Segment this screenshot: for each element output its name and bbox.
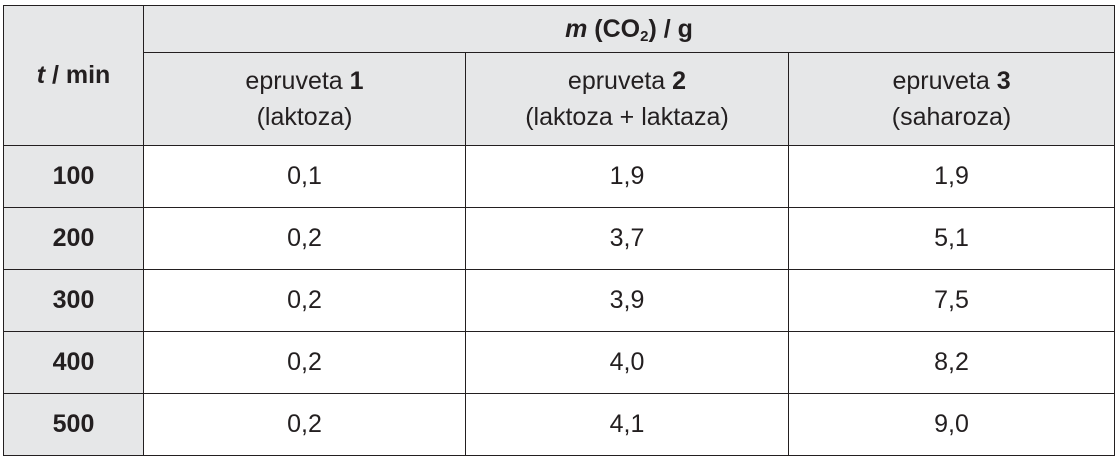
cell: 4,1 xyxy=(465,393,789,456)
row: 200 0,2 3,7 5,1 xyxy=(3,207,1116,270)
cell: 0,2 xyxy=(143,393,466,456)
var: m xyxy=(565,14,588,43)
number: 2 xyxy=(672,67,687,95)
cell: 0,2 xyxy=(143,207,466,270)
row-label: 400 xyxy=(3,331,144,394)
cell: 0,1 xyxy=(143,145,466,208)
cell: 3,7 xyxy=(465,207,789,270)
word: epruveta xyxy=(245,67,343,95)
cell: 9,0 xyxy=(787,393,1116,456)
header-line: epruveta 2 xyxy=(466,63,788,99)
data-table: t / min m (CO2) / g epruveta 1 (laktoza) e… xyxy=(3,5,1116,456)
row-label: 500 xyxy=(3,393,144,456)
note: (laktoza) xyxy=(256,103,353,131)
number: 1 xyxy=(349,67,364,95)
cell: 7,5 xyxy=(787,269,1116,332)
note: (laktoza + laktaza) xyxy=(525,103,729,131)
cell: 5,1 xyxy=(787,207,1116,270)
text: ) / g xyxy=(648,14,693,43)
header-line: epruveta 1 xyxy=(144,63,465,99)
number: 3 xyxy=(996,67,1011,95)
cell: 1,9 xyxy=(465,145,789,208)
row: 100 0,1 1,9 1,9 xyxy=(3,145,1116,208)
cell: 8,2 xyxy=(787,331,1116,394)
word: epruveta xyxy=(567,67,666,95)
note: (saharoza) xyxy=(891,103,1012,131)
word: epruveta xyxy=(892,67,990,95)
row: 500 0,2 4,1 9,0 xyxy=(3,393,1116,456)
cell: 0,2 xyxy=(143,269,466,332)
text: (CO xyxy=(594,14,641,43)
subscript: 2 xyxy=(640,27,649,45)
row: 300 0,2 3,9 7,5 xyxy=(3,269,1116,332)
header-line: epruveta 3 xyxy=(789,63,1114,99)
cell: 3,9 xyxy=(465,269,789,332)
row-label: 300 xyxy=(3,269,144,332)
cell: 1,9 xyxy=(787,145,1116,208)
group-header: m (CO2) / g xyxy=(142,5,1116,53)
cell: 0,2 xyxy=(143,331,466,394)
var: t xyxy=(36,61,46,89)
row-label: 100 xyxy=(3,145,144,208)
corner-header: t / min xyxy=(3,5,144,146)
column-header: epruveta 2 (laktoza + laktaza) xyxy=(465,52,789,146)
cell: 4,0 xyxy=(465,331,789,394)
row-label: 200 xyxy=(3,207,144,270)
column-header: epruveta 3 (saharoza) xyxy=(787,52,1116,146)
row: 400 0,2 4,0 8,2 xyxy=(3,331,1116,394)
unit: / min xyxy=(51,61,111,89)
column-header: epruveta 1 (laktoza) xyxy=(143,52,466,146)
